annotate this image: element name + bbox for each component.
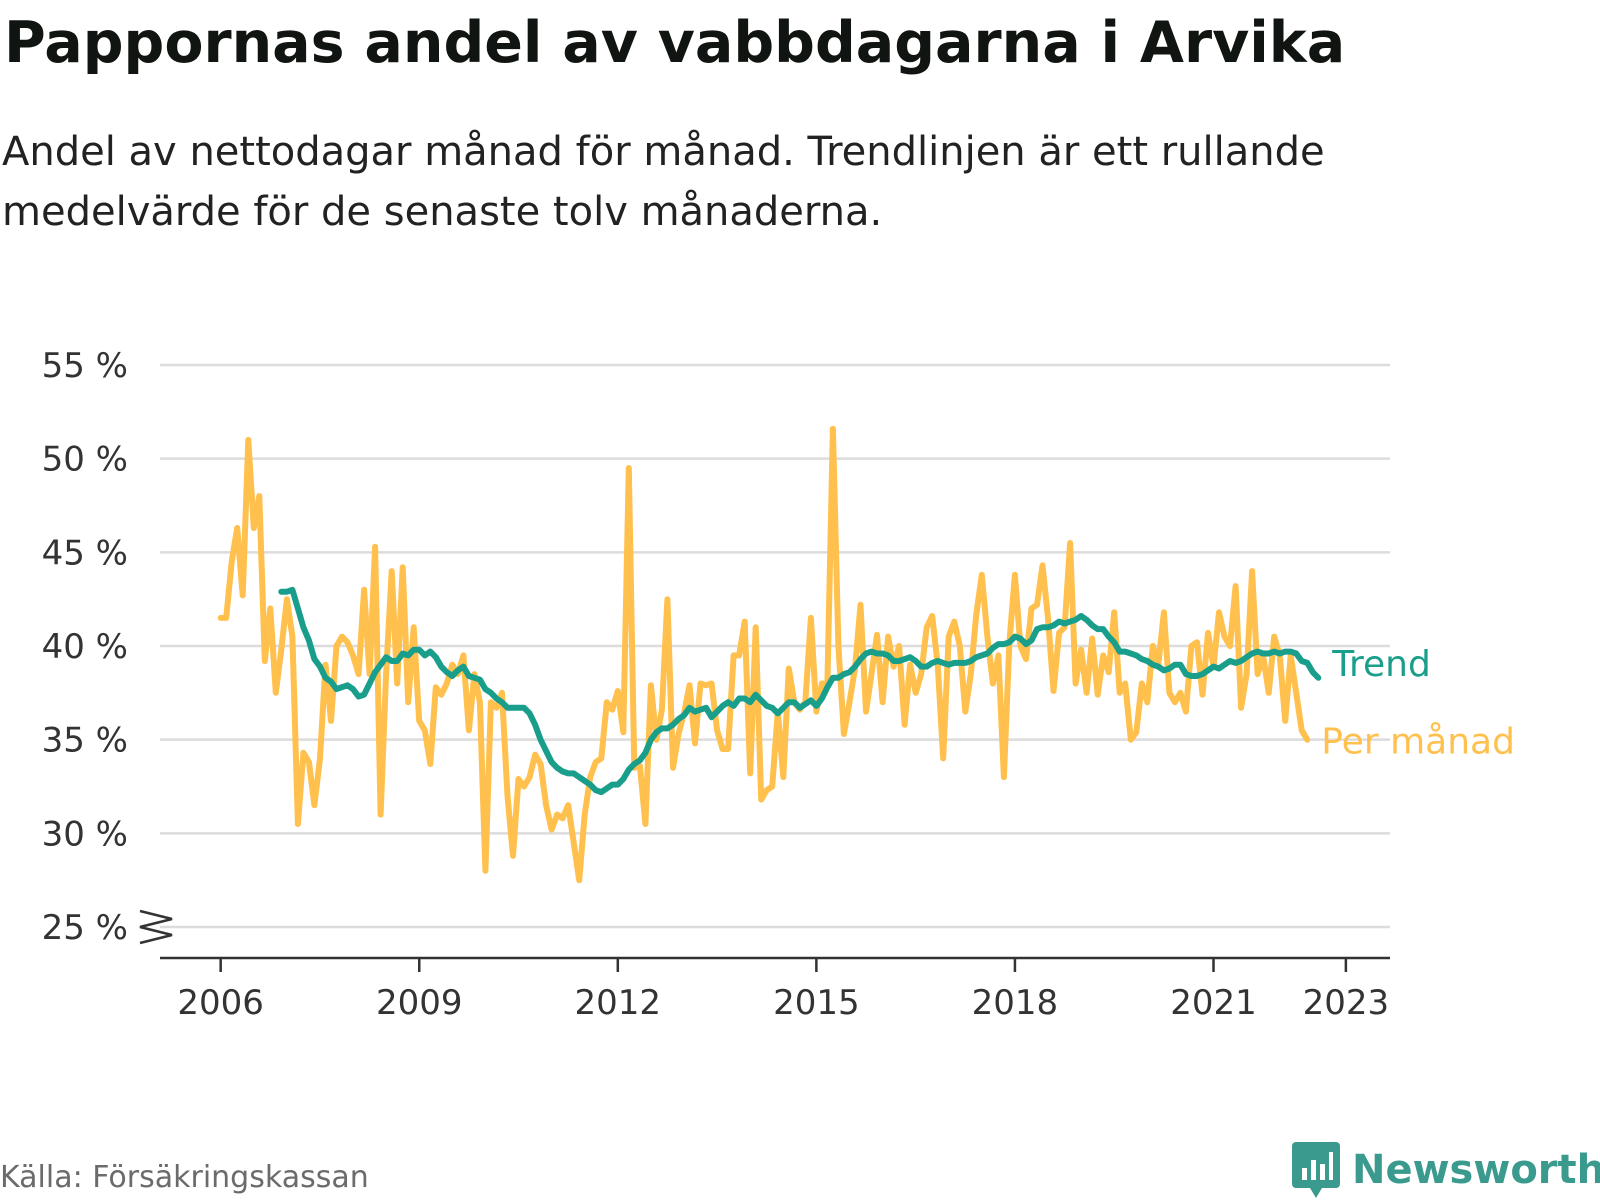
y-tick-label: 30 % bbox=[42, 814, 128, 854]
newsworthy-icon bbox=[1292, 1142, 1340, 1198]
brand-name: Newsworthy bbox=[1352, 1147, 1600, 1193]
series-labels: Per månad Trend bbox=[1321, 644, 1515, 763]
y-tick-label: 35 % bbox=[42, 721, 128, 761]
chart-title: Pappornas andel av vabbdagarna i Arvika bbox=[4, 10, 1346, 76]
series-line-monthly bbox=[217, 425, 1311, 884]
x-tick-label: 2023 bbox=[1303, 983, 1390, 1023]
x-tick-label: 2021 bbox=[1170, 983, 1257, 1023]
series-label: Trend bbox=[1331, 644, 1431, 685]
x-tick-label: 2006 bbox=[177, 983, 264, 1023]
y-tick-label: 55 % bbox=[42, 346, 128, 386]
series-label: Per månad bbox=[1321, 722, 1515, 763]
y-axis: 55 % 50 % 45 % 40 % 35 % 30 % 25 % bbox=[42, 346, 173, 948]
y-tick-label: 25 % bbox=[42, 908, 128, 948]
y-tick-label: 40 % bbox=[42, 627, 128, 667]
x-axis: 2006 2009 2012 2015 2018 2021 2023 bbox=[160, 956, 1390, 1023]
y-tick-label: 45 % bbox=[42, 533, 128, 573]
source-note: Källa: Försäkringskassan bbox=[0, 1160, 369, 1195]
x-tick-label: 2018 bbox=[972, 983, 1059, 1023]
y-tick-label: 50 % bbox=[42, 440, 128, 480]
series-lines bbox=[217, 425, 1322, 884]
x-tick-label: 2009 bbox=[376, 983, 463, 1023]
series-line-trend bbox=[278, 586, 1322, 796]
chart-subtitle: Andel av nettodagar månad för månad. Tre… bbox=[2, 129, 1325, 235]
brand-logo: Newsworthy bbox=[1292, 1140, 1600, 1200]
x-tick-label: 2012 bbox=[575, 983, 662, 1023]
x-tick-label: 2015 bbox=[773, 983, 860, 1023]
axis-break-icon bbox=[139, 909, 173, 945]
